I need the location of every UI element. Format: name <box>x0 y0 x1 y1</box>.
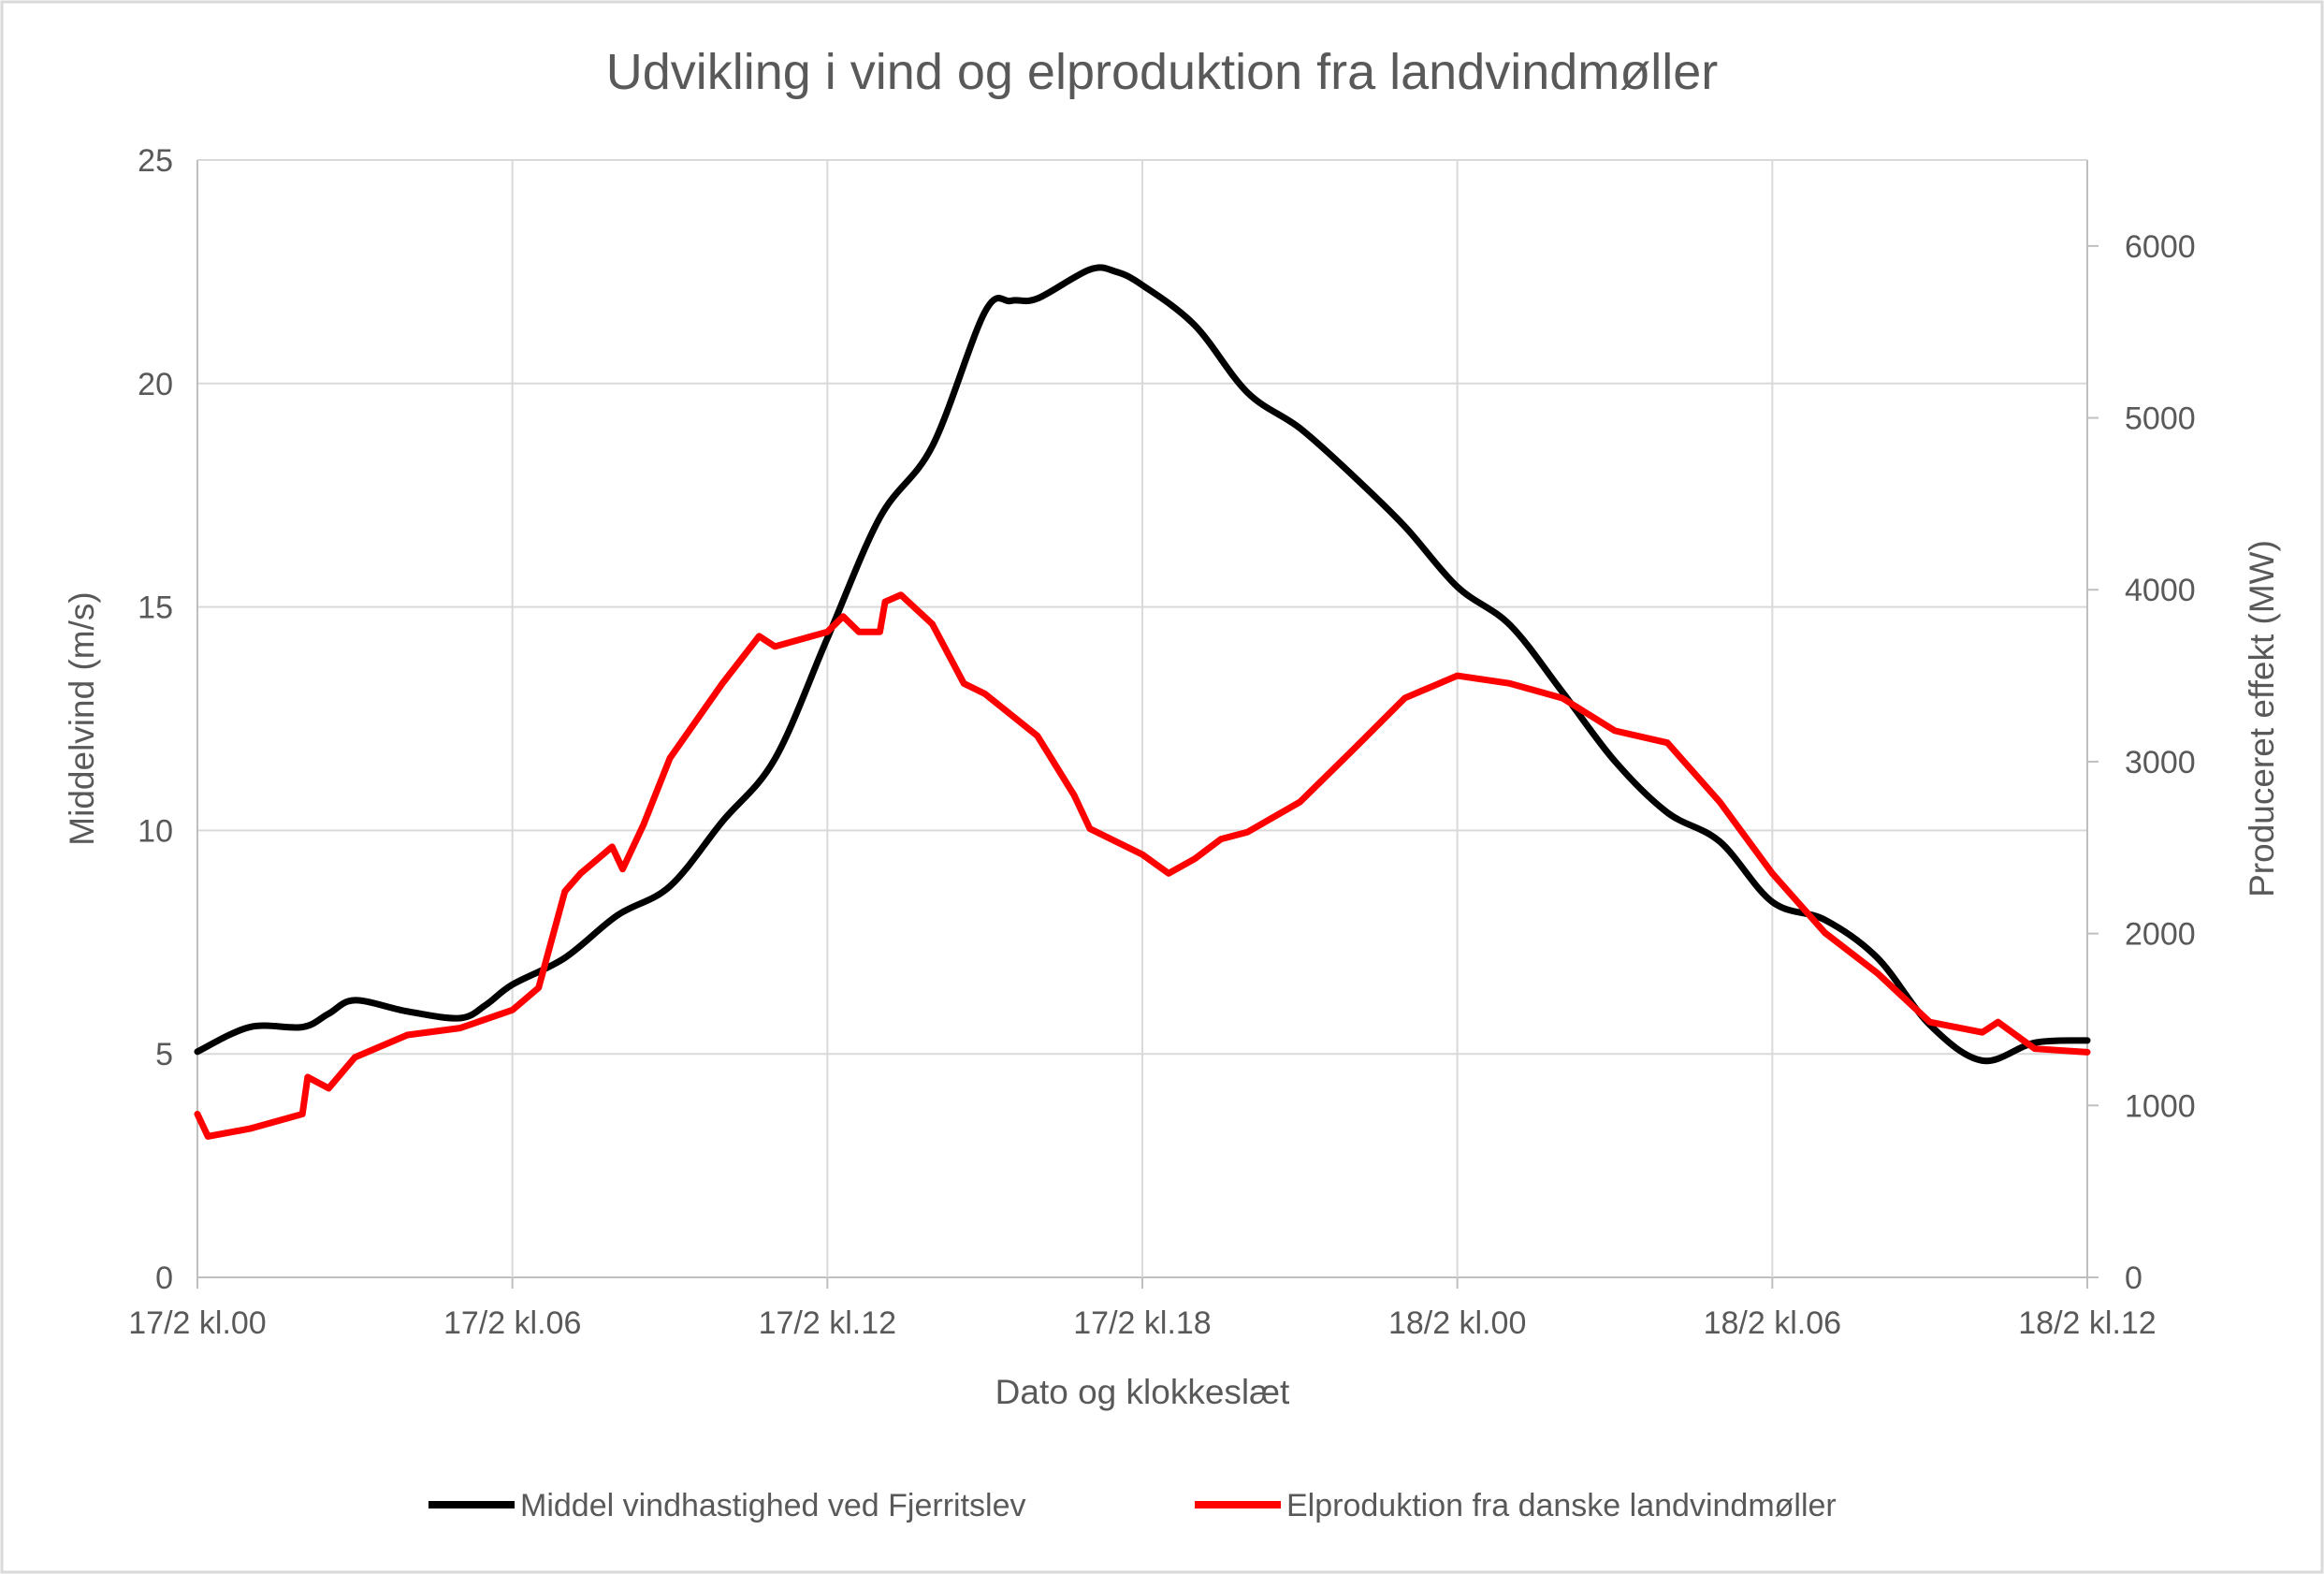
y2-tick-label: 5000 <box>2125 401 2196 437</box>
y2-tick-label: 3000 <box>2125 745 2196 780</box>
x-tick-label: 17/2 kl.18 <box>1073 1305 1211 1341</box>
y-tick-label: 5 <box>155 1037 173 1072</box>
x-tick-label: 17/2 kl.00 <box>128 1305 266 1341</box>
legend-label-power: Elproduktion fra danske landvindmøller <box>1286 1488 1837 1523</box>
y2-axis-label: Produceret effekt (MW) <box>2243 540 2281 897</box>
x-tick-label: 17/2 kl.12 <box>759 1305 896 1341</box>
chart-title: Udvikling i vind og elproduktion fra lan… <box>606 44 1719 100</box>
y-tick-label: 15 <box>138 590 173 626</box>
y-tick-label: 20 <box>138 367 173 402</box>
series-lines <box>194 264 2091 1140</box>
x-tick-label: 18/2 kl.00 <box>1388 1305 1526 1341</box>
x-tick-label: 18/2 kl.12 <box>2018 1305 2156 1341</box>
y-tick-label: 0 <box>155 1261 173 1296</box>
y2-tick-label: 6000 <box>2125 229 2196 265</box>
y2-tick-label: 0 <box>2125 1261 2142 1296</box>
legend: Middel vindhastighed ved Fjerritslev Elp… <box>428 1488 1837 1523</box>
y-tick-label: 10 <box>138 813 173 849</box>
x-tick-label: 18/2 kl.06 <box>1704 1305 1841 1341</box>
y-axis-label: Middelvind (m/s) <box>63 591 101 845</box>
x-axis-label: Dato og klokkeslæt <box>995 1373 1290 1411</box>
y-tick-label: 25 <box>138 143 173 179</box>
gridlines <box>196 159 2099 1289</box>
tick-labels: 0 5 10 15 20 25 17/2 kl.00 17/2 kl.06 17/2 kl.12… <box>128 143 2195 1341</box>
x-tick-label: 17/2 kl.06 <box>443 1305 581 1341</box>
y2-tick-label: 2000 <box>2125 917 2196 953</box>
series-line-power <box>194 591 2091 1140</box>
y2-tick-label: 4000 <box>2125 573 2196 608</box>
y2-tick-label: 1000 <box>2125 1088 2196 1124</box>
legend-label-wind: Middel vindhastighed ved Fjerritslev <box>520 1488 1025 1523</box>
